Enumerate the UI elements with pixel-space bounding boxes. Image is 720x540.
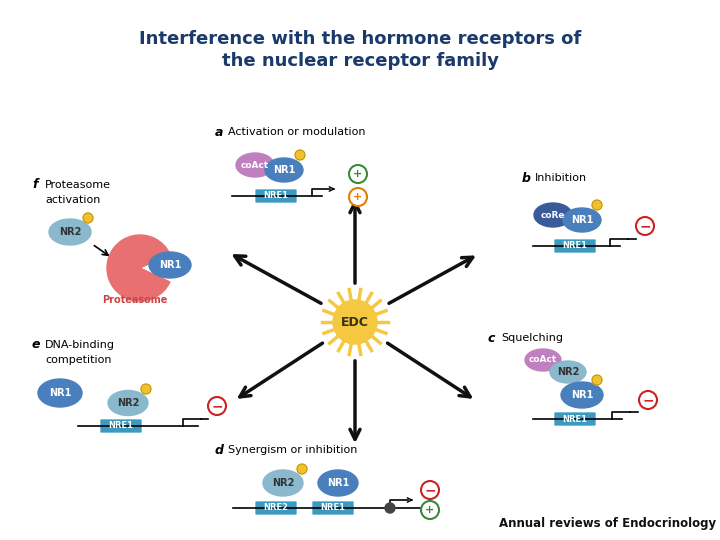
- Text: +: +: [354, 169, 363, 179]
- Circle shape: [295, 150, 305, 160]
- Text: Squelching: Squelching: [501, 333, 563, 343]
- Text: NR1: NR1: [571, 390, 593, 400]
- Text: −: −: [642, 393, 654, 407]
- Ellipse shape: [49, 219, 91, 245]
- Text: Annual reviews of Endocrinology: Annual reviews of Endocrinology: [499, 517, 716, 530]
- Text: EDC: EDC: [341, 315, 369, 328]
- Text: −: −: [424, 483, 436, 497]
- Text: d: d: [215, 443, 224, 456]
- Text: −: −: [639, 219, 651, 233]
- Text: NR1: NR1: [273, 165, 295, 175]
- FancyBboxPatch shape: [312, 501, 354, 515]
- Text: activation: activation: [45, 195, 100, 205]
- Text: NR1: NR1: [571, 215, 593, 225]
- Text: a: a: [215, 125, 223, 138]
- Ellipse shape: [149, 252, 191, 278]
- Wedge shape: [107, 235, 170, 301]
- Text: NR2: NR2: [59, 227, 81, 237]
- Text: the nuclear receptor family: the nuclear receptor family: [222, 52, 498, 70]
- Circle shape: [333, 300, 377, 344]
- Text: Proteasome: Proteasome: [102, 295, 168, 305]
- Ellipse shape: [561, 382, 603, 408]
- Text: f: f: [32, 179, 37, 192]
- Ellipse shape: [236, 153, 274, 177]
- Circle shape: [421, 481, 439, 499]
- Circle shape: [349, 165, 367, 183]
- Circle shape: [385, 503, 395, 513]
- Circle shape: [592, 375, 602, 385]
- Text: +: +: [354, 192, 363, 202]
- Text: DNA-binding: DNA-binding: [45, 340, 115, 350]
- Circle shape: [141, 384, 151, 394]
- Text: Interference with the hormone receptors of: Interference with the hormone receptors …: [139, 30, 581, 48]
- Text: c: c: [488, 332, 495, 345]
- Text: coRe: coRe: [541, 211, 565, 219]
- Text: NR1: NR1: [327, 478, 349, 488]
- Text: NR1: NR1: [49, 388, 71, 398]
- Circle shape: [297, 464, 307, 474]
- Circle shape: [421, 501, 439, 519]
- Text: competition: competition: [45, 355, 112, 365]
- Circle shape: [208, 397, 226, 415]
- Text: −: −: [211, 399, 222, 413]
- FancyBboxPatch shape: [554, 239, 596, 253]
- FancyBboxPatch shape: [100, 419, 142, 433]
- Text: +: +: [426, 505, 435, 515]
- Text: coAct: coAct: [241, 160, 269, 170]
- Text: NRE1: NRE1: [320, 503, 346, 512]
- Text: NR2: NR2: [557, 367, 579, 377]
- Ellipse shape: [563, 208, 601, 232]
- Text: NR2: NR2: [117, 398, 139, 408]
- Circle shape: [639, 391, 657, 409]
- Circle shape: [349, 188, 367, 206]
- FancyBboxPatch shape: [255, 501, 297, 515]
- Ellipse shape: [263, 470, 303, 496]
- Ellipse shape: [550, 361, 586, 383]
- Ellipse shape: [265, 158, 303, 182]
- Text: NR2: NR2: [272, 478, 294, 488]
- Text: NR1: NR1: [159, 260, 181, 270]
- Text: Synergism or inhibition: Synergism or inhibition: [228, 445, 357, 455]
- Circle shape: [83, 213, 93, 223]
- Circle shape: [592, 200, 602, 210]
- Circle shape: [636, 217, 654, 235]
- Text: Activation or modulation: Activation or modulation: [228, 127, 366, 137]
- Text: NRE1: NRE1: [562, 241, 588, 251]
- Text: b: b: [522, 172, 531, 185]
- Ellipse shape: [525, 349, 561, 371]
- Ellipse shape: [318, 470, 358, 496]
- Ellipse shape: [534, 203, 572, 227]
- FancyBboxPatch shape: [554, 412, 596, 426]
- Ellipse shape: [38, 379, 82, 407]
- Text: NRE2: NRE2: [264, 503, 289, 512]
- FancyBboxPatch shape: [255, 189, 297, 203]
- Text: NRE1: NRE1: [562, 415, 588, 423]
- Text: NRE1: NRE1: [109, 422, 133, 430]
- Text: Proteasome: Proteasome: [45, 180, 111, 190]
- Text: NRE1: NRE1: [264, 192, 289, 200]
- Text: coAct: coAct: [529, 355, 557, 364]
- Ellipse shape: [108, 390, 148, 415]
- Text: Inhibition: Inhibition: [535, 173, 587, 183]
- Text: e: e: [32, 339, 40, 352]
